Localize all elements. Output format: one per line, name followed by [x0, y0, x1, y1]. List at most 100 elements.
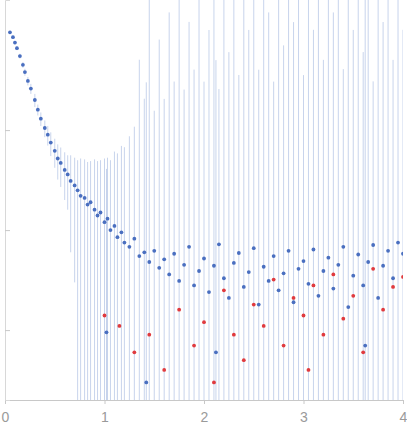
- point: [257, 303, 261, 307]
- point: [386, 249, 390, 253]
- point: [66, 173, 70, 177]
- point: [341, 317, 345, 321]
- error-bar: [174, 82, 175, 400]
- point: [127, 245, 131, 249]
- error-bar: [154, 111, 155, 400]
- point: [109, 228, 113, 232]
- point: [23, 70, 27, 74]
- point: [132, 237, 136, 241]
- point: [46, 133, 50, 137]
- error-bar: [64, 152, 65, 200]
- error-bar: [107, 158, 108, 400]
- x-tick: 2: [201, 400, 209, 425]
- point: [197, 269, 201, 273]
- error-bar: [278, 0, 279, 400]
- error-bar: [121, 146, 122, 400]
- point: [86, 203, 90, 207]
- error-bar: [358, 0, 359, 400]
- series-points: [103, 267, 403, 384]
- point: [381, 308, 385, 312]
- point: [93, 208, 97, 212]
- error-bar: [129, 136, 130, 400]
- point: [162, 257, 166, 261]
- y-tick: [5, 230, 10, 231]
- error-bar: [124, 147, 125, 400]
- point: [123, 241, 127, 245]
- point: [59, 161, 63, 165]
- point: [351, 294, 355, 298]
- point: [346, 305, 350, 309]
- point: [212, 264, 216, 268]
- point: [8, 30, 12, 34]
- x-tick: 1: [101, 400, 109, 425]
- point: [341, 245, 345, 249]
- point: [262, 324, 266, 328]
- series-points: [8, 30, 403, 384]
- data: [8, 0, 403, 400]
- point: [39, 117, 43, 121]
- error-bar: [328, 0, 329, 400]
- error-bar: [194, 70, 195, 400]
- point: [287, 249, 291, 253]
- y-tick-mark: [5, 330, 10, 331]
- point: [371, 267, 375, 271]
- error-bar: [313, 30, 314, 400]
- x-tick-mark: [403, 400, 404, 404]
- point: [272, 278, 276, 282]
- error-bar: [54, 139, 55, 168]
- error-bar: [303, 75, 304, 400]
- x-tick-label: 4: [400, 409, 407, 425]
- error-bar: [338, 0, 339, 400]
- point: [11, 35, 15, 39]
- point: [391, 285, 395, 289]
- point: [366, 260, 370, 264]
- error-bar: [378, 0, 379, 400]
- point: [76, 188, 80, 192]
- error-bar: [223, 0, 224, 400]
- error-bar: [97, 161, 98, 400]
- point: [83, 196, 87, 200]
- point: [152, 249, 156, 253]
- error-bar: [353, 30, 354, 400]
- error-bar: [333, 12, 334, 400]
- error-bar: [139, 60, 140, 400]
- x-tick-label: 0: [2, 409, 10, 425]
- point: [252, 303, 256, 307]
- error-bar: [208, 30, 209, 400]
- point: [262, 265, 266, 269]
- error-bar: [228, 52, 229, 400]
- point: [53, 149, 57, 153]
- error-bar: [70, 155, 71, 252]
- point: [96, 214, 100, 218]
- point: [106, 217, 110, 221]
- error-bar: [87, 162, 88, 400]
- y-axis-line: [6, 1, 11, 401]
- error-bar: [159, 40, 160, 400]
- point: [13, 41, 17, 45]
- point: [242, 358, 246, 362]
- point: [172, 252, 176, 256]
- point: [351, 274, 355, 278]
- error-bar: [253, 0, 254, 400]
- x-tick-label: 2: [201, 409, 209, 425]
- error-bar: [169, 12, 170, 400]
- error-bar: [146, 82, 147, 400]
- point: [63, 168, 67, 172]
- point: [118, 324, 122, 328]
- point: [113, 224, 117, 228]
- point: [144, 380, 148, 384]
- x-tick: 0: [2, 400, 10, 425]
- point: [79, 194, 83, 198]
- point: [120, 230, 124, 234]
- point: [187, 245, 191, 249]
- error-bar: [94, 159, 95, 400]
- point: [15, 46, 19, 50]
- error-bar: [90, 161, 91, 400]
- point: [142, 250, 146, 254]
- error-bar: [199, 0, 200, 400]
- x-tick-mark: [105, 400, 106, 404]
- x-tick-mark: [304, 400, 305, 404]
- point: [331, 287, 335, 291]
- error-bar: [258, 70, 259, 400]
- error-bar: [149, 0, 150, 400]
